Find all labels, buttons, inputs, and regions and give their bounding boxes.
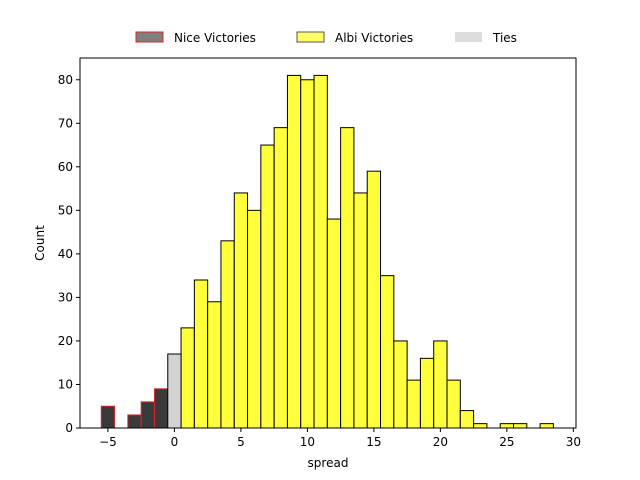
bar-albi-victories-16 <box>393 340 408 429</box>
bar-albi-victories-6 <box>260 144 275 429</box>
bar-albi-victories-5 <box>247 209 262 429</box>
legend-label-albi-victories: Albi Victories <box>335 31 413 45</box>
bar-albi-victories-8 <box>286 74 302 429</box>
bar-ties-0 <box>167 353 182 429</box>
bar-albi-victories-20 <box>446 379 461 429</box>
bar-albi-victories-22 <box>473 423 488 429</box>
bar-albi-victories-25 <box>539 423 554 429</box>
y-tick-label: 70 <box>58 116 73 130</box>
bar-albi-victories-9 <box>300 79 315 429</box>
legend: Nice Victories Albi Victories Ties <box>135 31 517 45</box>
x-tick-label: 30 <box>566 435 581 449</box>
y-tick-label: 50 <box>58 203 73 217</box>
y-tick-label: 80 <box>58 73 73 87</box>
x-tick-label: 20 <box>433 435 448 449</box>
bar-nice-victories-1 <box>127 414 142 429</box>
bar-nice-victories-2 <box>140 401 155 429</box>
y-axis-ticks: 0 10 20 30 40 50 60 70 80 <box>58 73 80 435</box>
bar-nice-victories-3 <box>153 388 169 429</box>
legend-label-nice-victories: Nice Victories <box>174 31 256 45</box>
legend-swatch-nice-victories <box>135 31 164 43</box>
bars-layer <box>100 74 554 429</box>
x-axis-ticks: −5 0 5 10 15 20 25 30 <box>99 428 581 449</box>
x-tick-label: 15 <box>366 435 381 449</box>
y-tick-label: 30 <box>58 290 73 304</box>
bar-albi-victories-24 <box>513 423 528 429</box>
legend-label-ties: Ties <box>492 31 517 45</box>
bar-albi-victories-21 <box>459 410 475 429</box>
y-tick-label: 0 <box>65 421 73 435</box>
bar-albi-victories-4 <box>233 192 249 429</box>
y-tick-label: 40 <box>58 247 73 261</box>
bar-albi-victories-7 <box>273 127 288 429</box>
bar-albi-victories-0 <box>180 327 195 429</box>
y-axis-label: Count <box>33 225 47 261</box>
bar-albi-victories-15 <box>380 275 395 429</box>
bar-albi-victories-19 <box>433 340 448 429</box>
bar-albi-victories-23 <box>499 423 515 429</box>
y-tick-label: 10 <box>58 377 73 391</box>
bar-albi-victories-17 <box>406 379 421 429</box>
bar-albi-victories-1 <box>193 279 209 429</box>
x-tick-label: 10 <box>300 435 315 449</box>
bar-albi-victories-18 <box>419 357 435 429</box>
bar-albi-victories-12 <box>340 127 355 429</box>
bar-albi-victories-11 <box>326 218 342 429</box>
x-axis-label: spread <box>308 456 349 470</box>
x-tick-label: 0 <box>171 435 179 449</box>
y-tick-label: 60 <box>58 160 73 174</box>
bar-nice-victories-0 <box>100 405 116 429</box>
bar-albi-victories-10 <box>313 74 328 429</box>
bar-albi-victories-2 <box>207 301 222 429</box>
x-tick-label: −5 <box>99 435 117 449</box>
plot-frame <box>79 57 577 429</box>
legend-swatch-ties <box>455 32 482 42</box>
y-tick-label: 20 <box>58 334 73 348</box>
bar-albi-victories-14 <box>366 170 382 429</box>
bar-albi-victories-3 <box>220 240 235 429</box>
bar-albi-victories-13 <box>353 192 368 429</box>
x-tick-label: 5 <box>237 435 245 449</box>
legend-swatch-albi-victories <box>296 31 325 43</box>
x-tick-label: 25 <box>499 435 514 449</box>
